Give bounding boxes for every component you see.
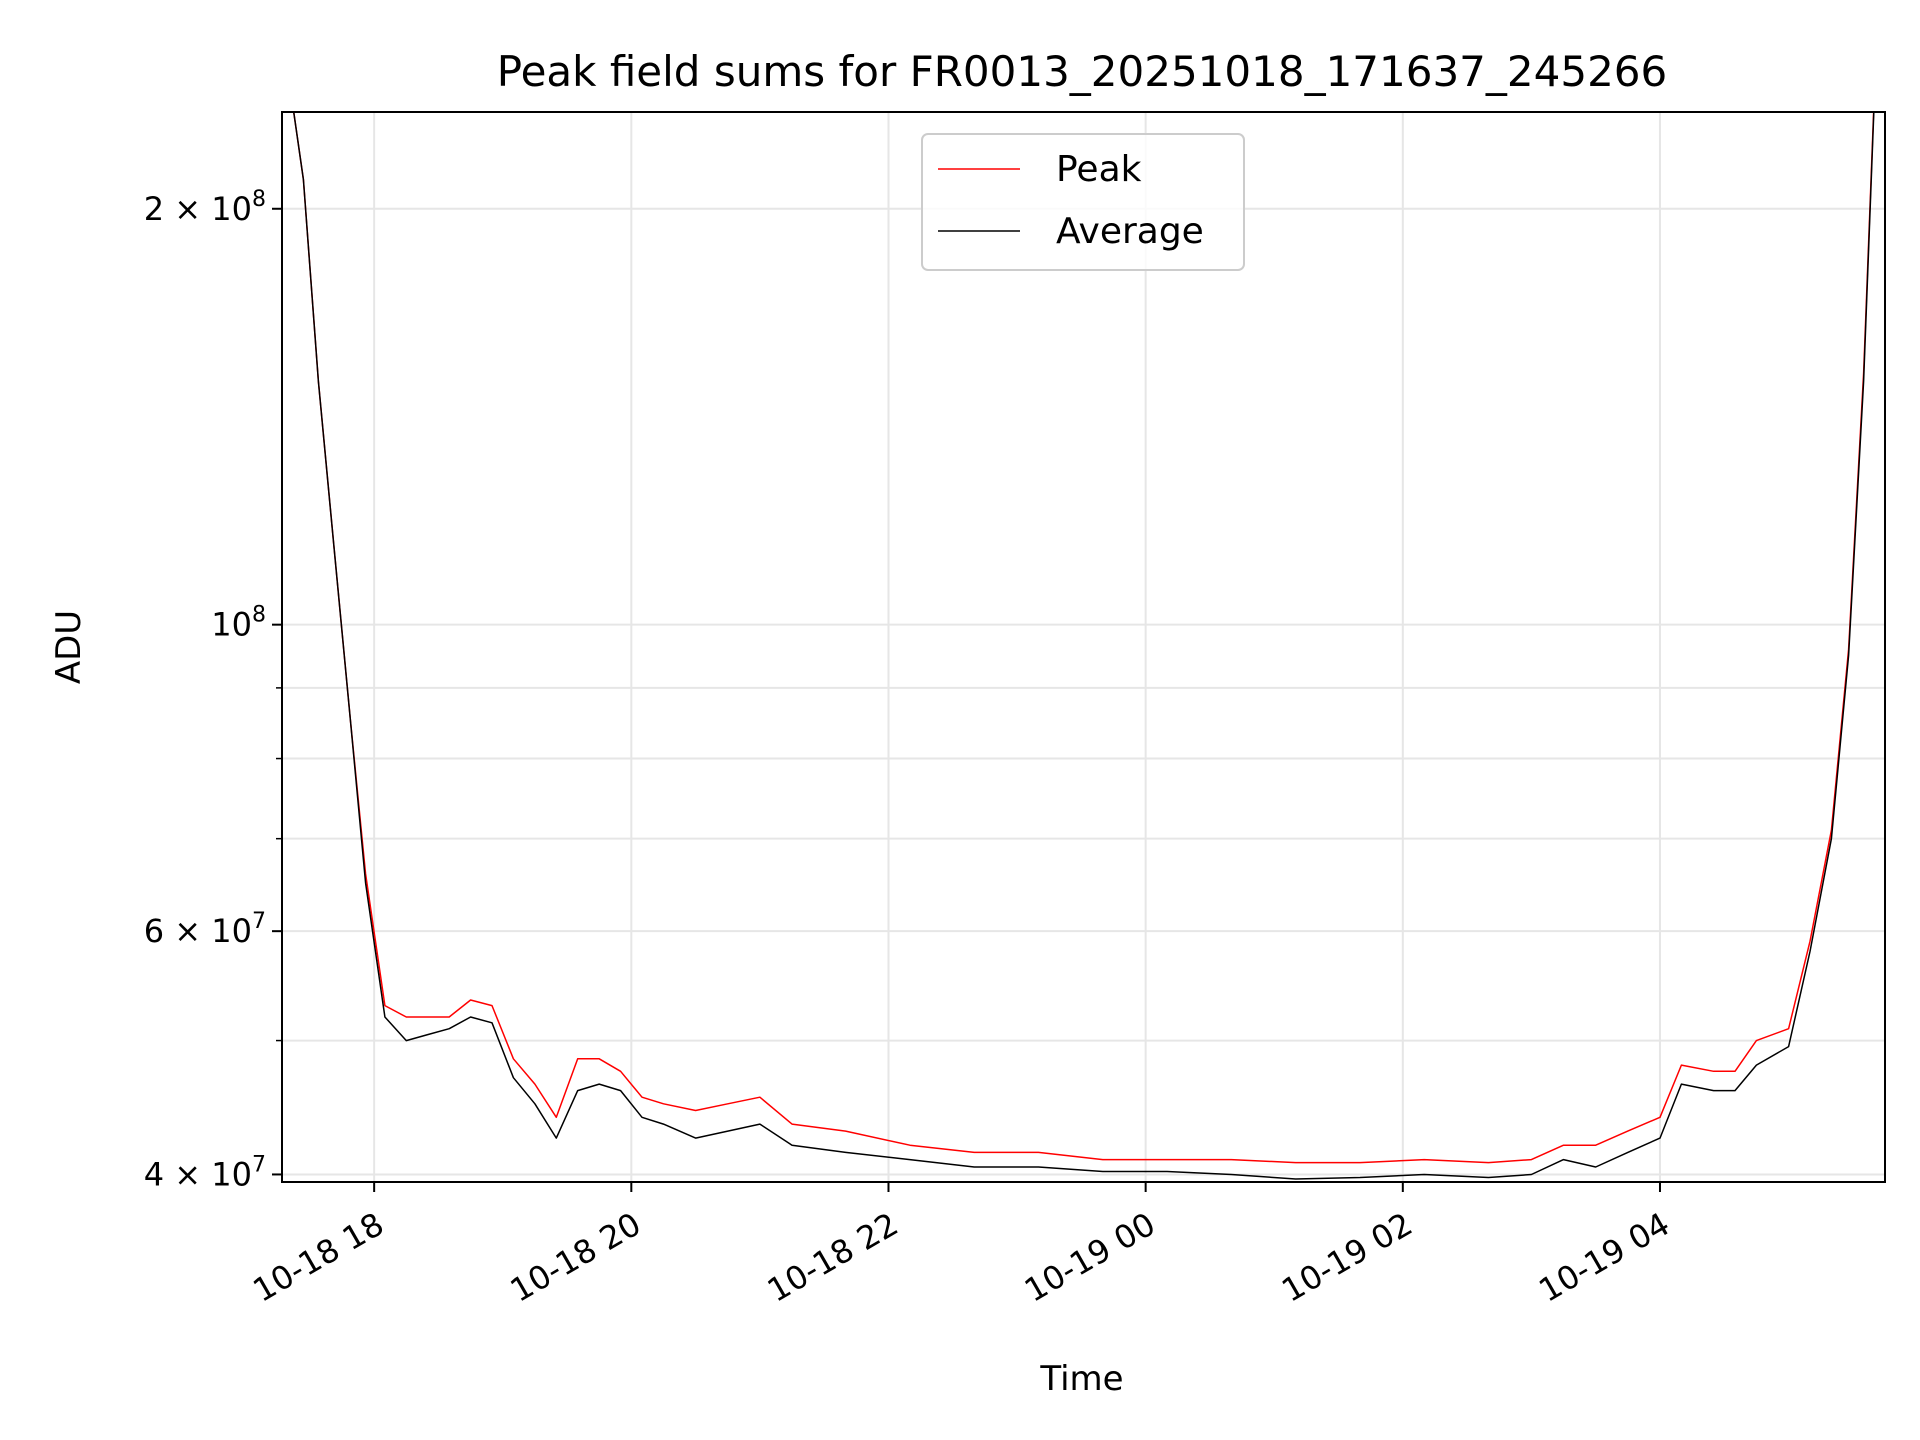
legend-peak-label: Peak xyxy=(1056,149,1142,190)
series-peak-line xyxy=(292,112,1875,1164)
legend: Peak Average xyxy=(921,133,1245,271)
y-tick-label: 4 × 107 xyxy=(144,1152,266,1193)
y-axis-label: ADU xyxy=(49,610,89,684)
x-axis-label: Time xyxy=(1039,1359,1123,1399)
legend-box xyxy=(921,133,1245,271)
y-tick-label: 108 xyxy=(211,603,266,644)
plot-frame xyxy=(281,111,1886,1183)
y-tick-label: 2 × 108 xyxy=(144,187,266,228)
series-lines xyxy=(292,112,1875,1180)
legend-average-label: Average xyxy=(1056,211,1204,252)
series-average-line xyxy=(292,112,1875,1180)
chart-title: Peak field sums for FR0013_20251018_1716… xyxy=(497,47,1667,96)
y-tick-label: 6 × 107 xyxy=(144,909,266,950)
